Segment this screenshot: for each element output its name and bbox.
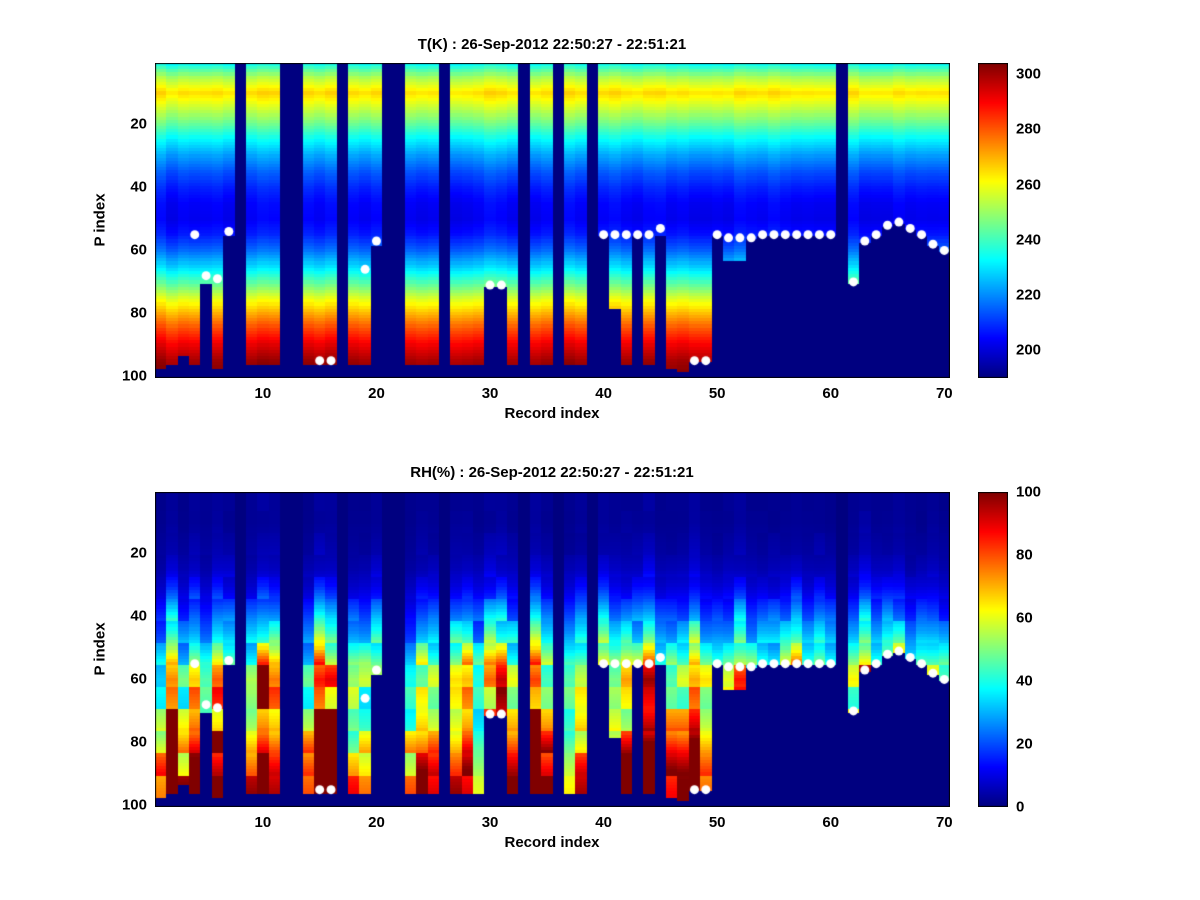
temperature-x-axis-label: Record index (504, 405, 600, 422)
y-tick-label: 20 (130, 115, 147, 133)
y-tick-label: 20 (130, 544, 147, 562)
colorbar-tick-label: 300 (1016, 65, 1042, 83)
colorbar-tick-label: 280 (1016, 120, 1042, 138)
x-tick-label: 50 (708, 814, 726, 831)
humidity-colorbar (978, 492, 1008, 807)
y-tick-label: 100 (121, 796, 147, 814)
x-tick-label: 70 (935, 814, 953, 831)
colorbar-tick-label: 200 (1016, 341, 1042, 359)
x-tick-label: 20 (368, 814, 385, 831)
humidity-y-axis-label: P index (91, 622, 109, 676)
x-tick-label: 30 (481, 814, 499, 831)
temperature-chart-title: T(K) : 26-Sep-2012 22:50:27 - 22:51:21 (417, 36, 687, 53)
x-tick-label: 60 (822, 385, 840, 402)
colorbar-tick-label: 40 (1016, 672, 1033, 690)
y-tick-label: 40 (130, 178, 147, 196)
colorbar-tick-label: 100 (1016, 483, 1042, 501)
y-tick-label: 80 (130, 304, 147, 322)
colorbar-tick-label: 80 (1016, 546, 1033, 564)
x-tick-label: 40 (595, 814, 612, 831)
x-tick-label: 20 (368, 385, 385, 402)
x-tick-label: 30 (481, 385, 499, 402)
x-tick-label: 40 (595, 385, 612, 402)
y-tick-label: 60 (130, 670, 147, 688)
humidity-chart-title: RH(%) : 26-Sep-2012 22:50:27 - 22:51:21 (410, 464, 694, 481)
y-tick-label: 60 (130, 241, 147, 259)
temperature-heatmap (155, 63, 950, 378)
colorbar-tick-label: 60 (1016, 609, 1033, 627)
x-tick-label: 10 (254, 814, 272, 831)
y-tick-label: 100 (121, 367, 147, 385)
colorbar-tick-label: 0 (1016, 798, 1025, 816)
x-tick-label: 60 (822, 814, 840, 831)
humidity-heatmap (155, 492, 950, 807)
colorbar-tick-label: 220 (1016, 286, 1042, 304)
y-tick-label: 40 (130, 607, 147, 625)
temperature-colorbar (978, 63, 1008, 378)
colorbar-tick-label: 20 (1016, 735, 1033, 753)
temperature-y-axis-label: P index (91, 193, 109, 247)
y-tick-label: 80 (130, 733, 147, 751)
x-tick-label: 10 (254, 385, 272, 402)
x-tick-label: 70 (935, 385, 953, 402)
colorbar-tick-label: 260 (1016, 176, 1042, 194)
x-tick-label: 50 (708, 385, 726, 402)
colorbar-tick-label: 240 (1016, 231, 1042, 249)
humidity-x-axis-label: Record index (504, 834, 600, 851)
